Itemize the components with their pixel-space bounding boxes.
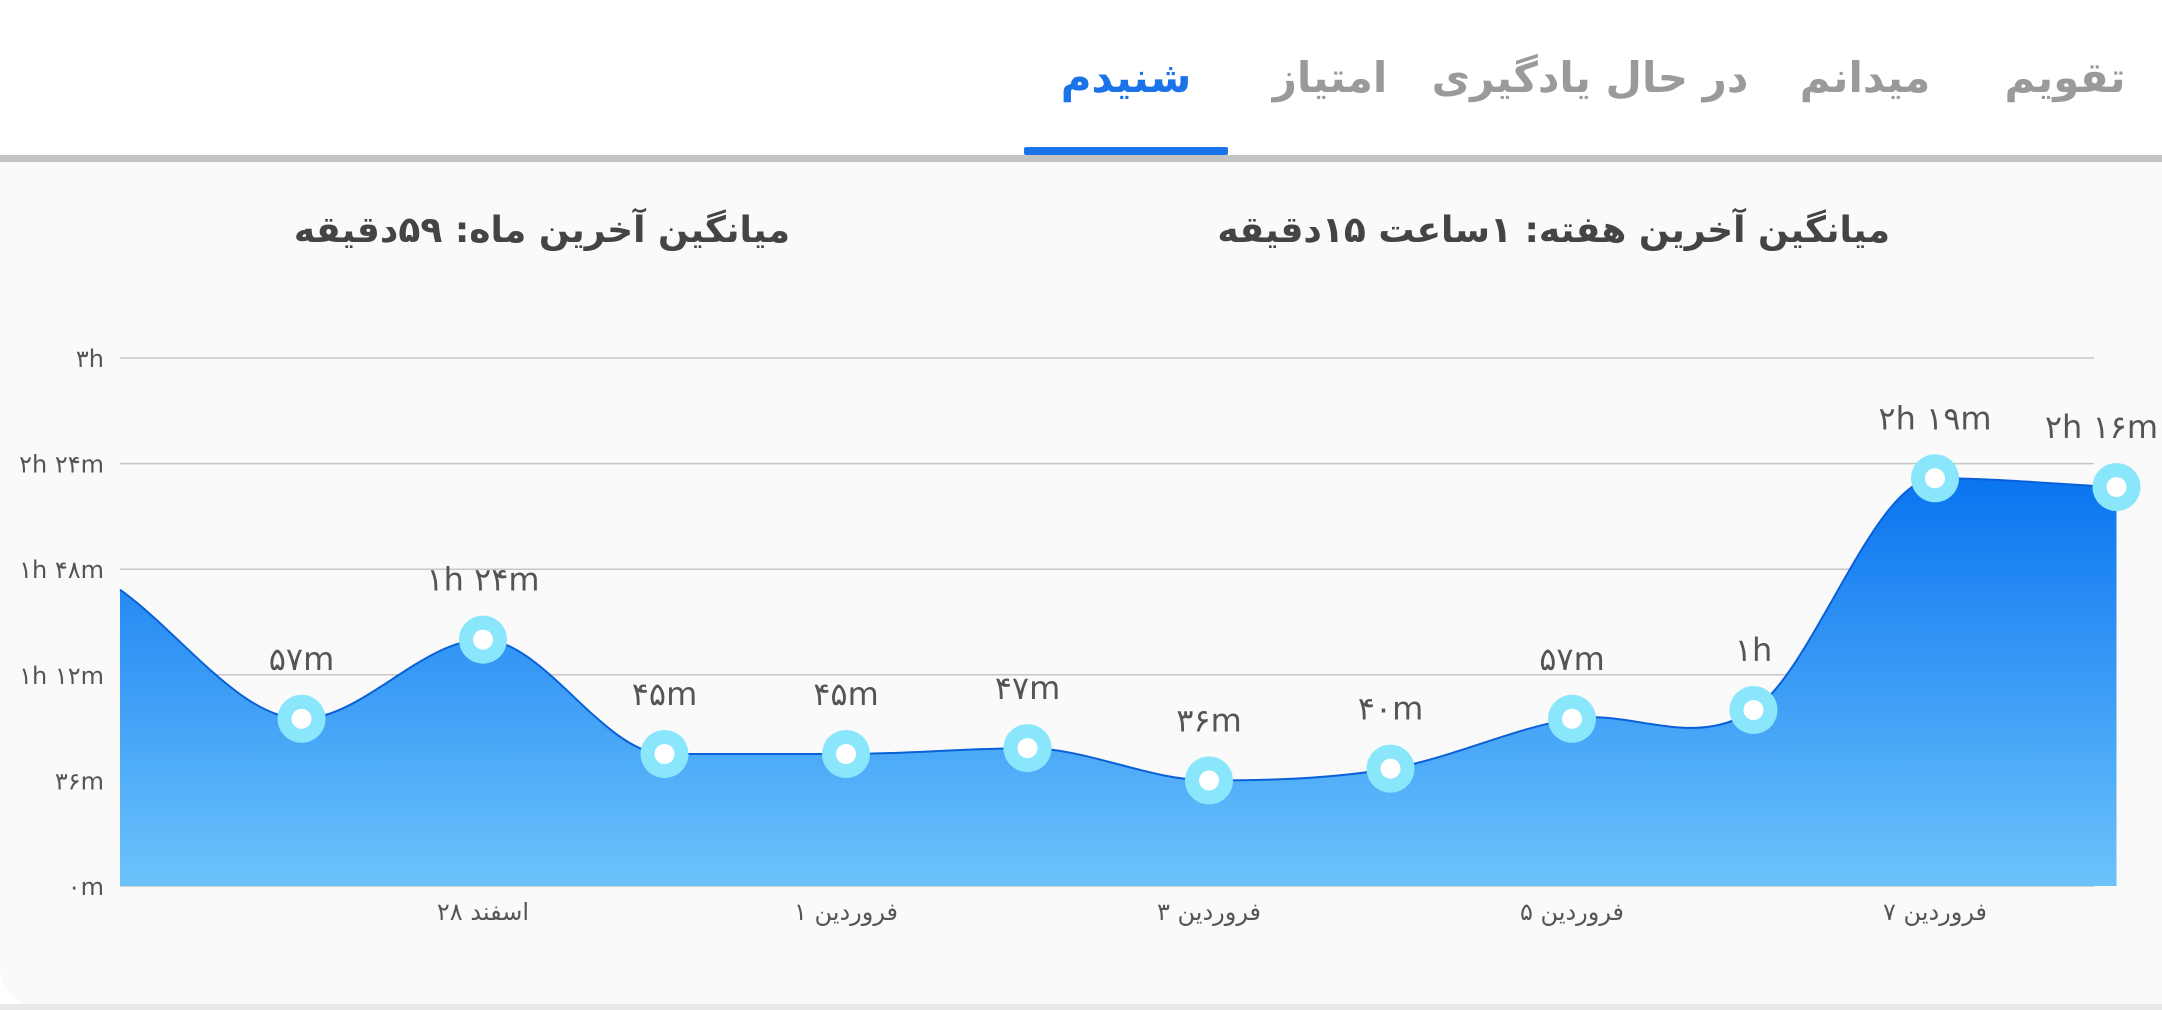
statistics-panel: میانگین آخرین هفته: ۱ساعت ۱۵دقیقه میانگی… (0, 162, 2162, 1010)
data-point-label: ۴۰m (1358, 690, 1424, 728)
monthly-average-label: میانگین آخرین ماه: ۵۹دقیقه (293, 209, 790, 251)
data-point-label: ۲h ۱۹m (1878, 399, 1991, 437)
y-tick-label: ۳h (76, 345, 104, 373)
data-point-label: ۵۷m (269, 640, 335, 678)
x-tick-label: ۲۸ اسفند (437, 898, 529, 926)
weekly-average-label: میانگین آخرین هفته: ۱ساعت ۱۵دقیقه (1217, 209, 1890, 251)
y-tick-label: ۱h ۱۲m (19, 662, 104, 690)
data-point-marker-center (291, 708, 312, 729)
data-point-label: ۴۵m (813, 675, 879, 713)
y-tick-label: ۲h ۲۴m (19, 451, 104, 479)
data-point-marker-center (1017, 738, 1038, 759)
active-tab-indicator (1024, 147, 1228, 155)
x-tick-label: ۱ فروردین (794, 898, 898, 926)
data-point-marker-center (2106, 477, 2127, 498)
data-point-label: ۴۷m (995, 669, 1061, 707)
x-tick-label: ۳ فروردین (1157, 898, 1261, 926)
data-point-marker-center (1925, 468, 1945, 489)
data-point-marker-center (654, 744, 675, 764)
tab-i-know[interactable]: میدانم (1799, 52, 1931, 102)
bottom-edge (0, 1004, 2162, 1010)
y-tick-label: ۱h ۴۸m (19, 556, 104, 584)
x-tick-label: ۷ فروردین (1883, 898, 1987, 926)
area-line (119, 477, 2117, 782)
listening-time-area-chart: ۰m ۳۶m ۱h ۱۲m ۱h ۴۸m ۲h ۲۴m ۳h ۲۸ اسفند ۱ فرور… (19, 345, 2158, 926)
data-point-marker-center (836, 744, 856, 764)
y-tick-label: ۳۶m (55, 767, 104, 795)
tab-calendar[interactable]: تقویم (2004, 52, 2126, 102)
data-point-marker-center (1562, 708, 1582, 729)
data-point-marker-center (1199, 770, 1219, 791)
data-point-label: ۱h ۲۴m (426, 561, 539, 599)
y-tick-label: ۰m (68, 873, 104, 901)
data-point-marker-center (473, 629, 493, 650)
data-point-label: ۴۵m (632, 675, 698, 713)
x-tick-label: ۵ فروردین (1520, 898, 1624, 926)
data-point-label: ۲h ۱۶m (2045, 408, 2158, 446)
tab-score[interactable]: امتیاز (1272, 52, 1388, 102)
data-point-label: ۳۶m (1176, 701, 1242, 739)
tab-divider (0, 155, 2162, 162)
tab-learning[interactable]: در حال یادگیری (1431, 52, 1749, 102)
area-fill (120, 478, 2117, 886)
data-point-marker-center (1380, 758, 1401, 779)
data-point-marker-center (1743, 700, 1764, 720)
tab-bar: تقویم میدانم در حال یادگیری امتیاز شنیدم (0, 0, 2162, 155)
data-point-label: ۵۷m (1539, 640, 1605, 678)
data-point-label: ۱h (1735, 631, 1772, 669)
tab-heard[interactable]: شنیدم (1060, 52, 1192, 102)
